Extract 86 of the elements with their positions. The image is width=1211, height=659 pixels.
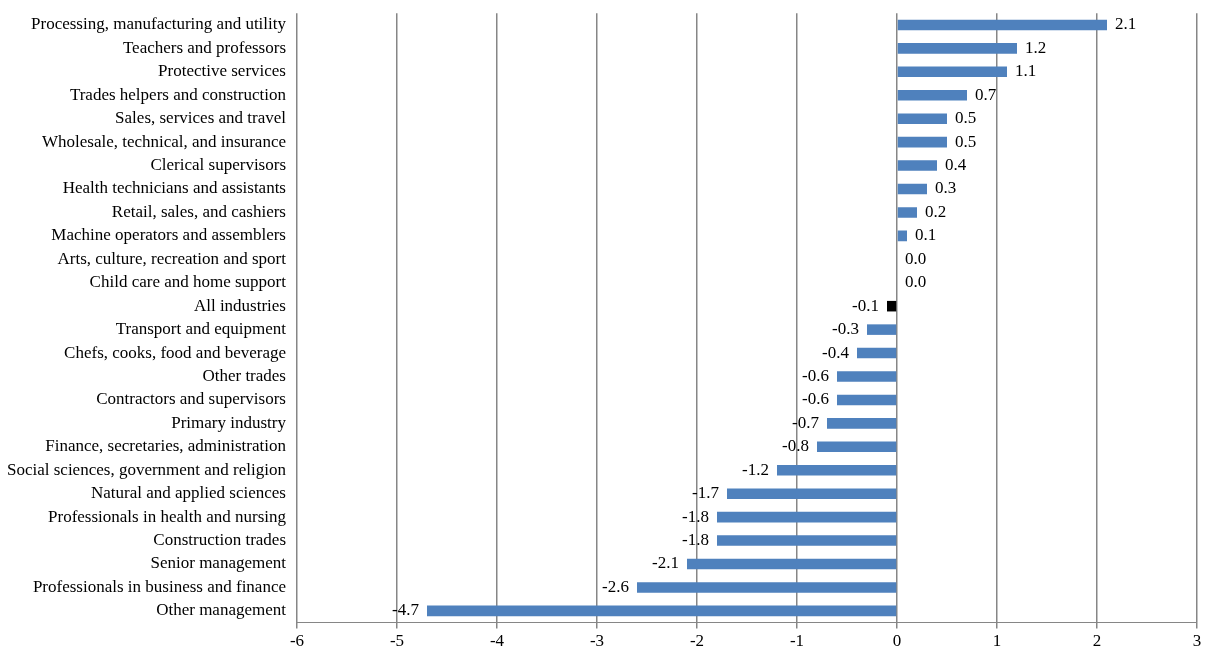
- y-tick-label: Senior management: [150, 553, 287, 573]
- bar: [727, 488, 897, 499]
- bar: [427, 605, 897, 617]
- data-label: 0.0: [905, 272, 927, 292]
- data-label: 0.4: [945, 155, 967, 175]
- y-tick-label: Machine operators and assemblers: [51, 225, 286, 245]
- data-label: -0.6: [802, 389, 829, 409]
- data-label: -1.7: [692, 483, 720, 503]
- y-tick-label: Teachers and professors: [122, 37, 286, 57]
- data-label: -2.6: [602, 576, 629, 596]
- y-tick-label: Social sciences, government and religion: [7, 459, 287, 479]
- data-label: 0.3: [935, 178, 957, 198]
- data-label: -0.4: [822, 342, 850, 362]
- y-tick-label: Retail, sales, and cashiers: [111, 201, 286, 221]
- data-label: -1.8: [682, 530, 709, 550]
- x-tick-label: -5: [389, 631, 405, 651]
- data-label: -1.8: [682, 506, 709, 526]
- x-tick-label: -2: [689, 631, 705, 651]
- data-label: -0.3: [832, 319, 859, 339]
- bar: [897, 136, 947, 148]
- data-label: -1.2: [742, 459, 769, 479]
- data-label: -0.8: [782, 436, 809, 456]
- x-tick-label: 1: [992, 631, 1002, 651]
- y-tick-label: Primary industry: [171, 412, 287, 432]
- bar: [687, 558, 897, 570]
- y-tick-label: Sales, services and travel: [115, 108, 287, 128]
- y-tick-label: Trades helpers and construction: [69, 84, 287, 104]
- bar: [637, 582, 897, 593]
- bar: [897, 43, 1017, 54]
- bar: [717, 535, 897, 546]
- bar: [897, 230, 907, 242]
- bar: [827, 418, 897, 429]
- data-label: -4.7: [392, 600, 420, 620]
- bar: [867, 324, 897, 335]
- y-tick-label: All industries: [193, 295, 286, 315]
- y-tick-label: Clerical supervisors: [150, 155, 286, 175]
- x-tick-label: 3: [1192, 631, 1202, 651]
- data-label: 0.5: [955, 131, 977, 151]
- bar: [897, 19, 1107, 31]
- data-label: -0.1: [852, 295, 879, 315]
- data-label: 1.2: [1025, 37, 1047, 57]
- y-tick-label: Contractors and supervisors: [96, 389, 286, 409]
- data-label: 1.1: [1015, 61, 1037, 81]
- data-label: -2.1: [652, 553, 679, 573]
- x-tick-label: 2: [1092, 631, 1102, 651]
- data-label: 2.1: [1115, 14, 1137, 34]
- data-label: -0.7: [792, 412, 820, 432]
- y-tick-label: Other trades: [202, 365, 286, 385]
- data-label: 0.0: [905, 248, 927, 268]
- bar: [897, 66, 1007, 78]
- data-label: -0.6: [802, 365, 829, 385]
- y-tick-label: Child care and home support: [89, 272, 287, 292]
- y-tick-label: Protective services: [158, 61, 286, 81]
- y-tick-label: Processing, manufacturing and utility: [31, 14, 287, 34]
- y-tick-label: Construction trades: [153, 530, 286, 550]
- x-tick-label: -4: [489, 631, 505, 651]
- bar: [897, 113, 947, 124]
- data-label: 0.5: [955, 108, 977, 128]
- bar: [817, 441, 897, 453]
- x-tick-label: -6: [289, 631, 305, 651]
- bar: [837, 371, 897, 382]
- bar: [897, 207, 917, 218]
- bar: [777, 464, 897, 476]
- y-tick-label: Health technicians and assistants: [62, 178, 286, 198]
- y-tick-label: Chefs, cooks, food and beverage: [64, 342, 286, 362]
- bar: [887, 300, 897, 312]
- bar: [857, 347, 897, 359]
- y-tick-label: Natural and applied sciences: [91, 483, 286, 503]
- bar: [837, 394, 897, 406]
- y-tick-label: Professionals in business and finance: [32, 576, 286, 596]
- x-tick-label: -1: [789, 631, 805, 651]
- bar: [897, 89, 967, 101]
- bar: [897, 183, 927, 195]
- bar: [897, 160, 937, 171]
- data-label: 0.1: [915, 225, 937, 245]
- x-tick-label: -3: [589, 631, 605, 651]
- data-label: 0.2: [925, 201, 947, 221]
- bar: [717, 511, 897, 523]
- data-label: 0.7: [975, 84, 997, 104]
- y-tick-label: Professionals in health and nursing: [48, 506, 287, 526]
- y-tick-label: Transport and equipment: [115, 319, 287, 339]
- y-tick-label: Wholesale, technical, and insurance: [41, 131, 286, 151]
- y-tick-label: Other management: [156, 600, 287, 620]
- y-tick-label: Arts, culture, recreation and sport: [57, 248, 287, 268]
- x-tick-label: 0: [892, 631, 902, 651]
- y-tick-label: Finance, secretaries, administration: [45, 436, 287, 456]
